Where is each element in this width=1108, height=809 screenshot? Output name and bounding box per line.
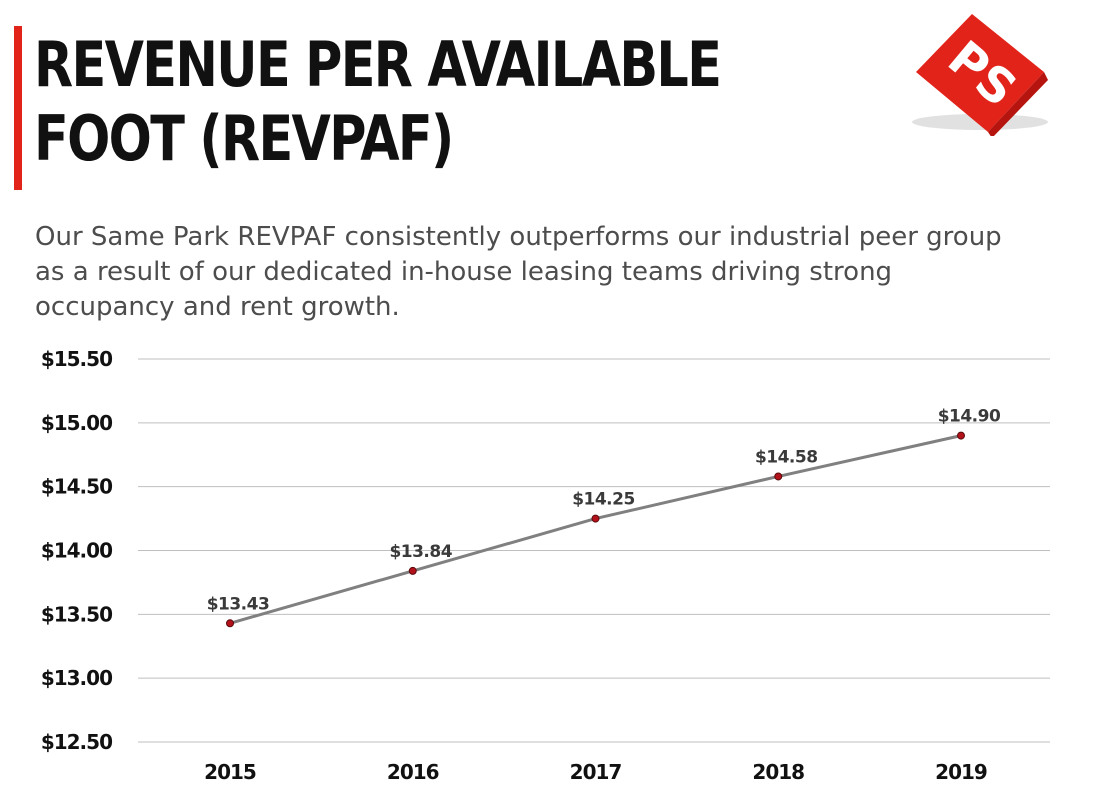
data-label: $13.84: [389, 542, 452, 562]
subtitle: Our Same Park REVPAF consistently outper…: [35, 222, 1002, 322]
data-markers: [226, 431, 965, 628]
data-point: [591, 514, 600, 523]
y-tick-label: $12.50: [41, 730, 112, 754]
x-tick-label: 2016: [387, 760, 439, 784]
y-axis-labels: $15.50 $15.00 $14.50 $14.00 $13.50 $13.00 $12.…: [41, 347, 113, 754]
title-line-1: REVENUE PER AVAILABLE: [34, 28, 722, 101]
x-tick-label: 2019: [935, 760, 987, 784]
title-line-2: FOOT (REVPAF): [34, 102, 454, 175]
data-label: $14.58: [755, 447, 818, 467]
revpaf-series-line: [229, 434, 962, 625]
y-tick-label: $13.00: [41, 666, 112, 690]
data-point: [774, 472, 783, 481]
x-axis-labels: 2015 2016 2017 2018 2019: [204, 760, 988, 784]
data-labels: $13.43 $13.84 $14.25 $14.58 $14.90: [207, 407, 1002, 615]
data-point: [957, 431, 965, 440]
y-tick-label: $13.50: [41, 602, 112, 626]
data-point: [226, 619, 234, 628]
y-tick-label: $15.00: [41, 411, 112, 435]
chart-grid: [138, 358, 1050, 743]
y-tick-label: $14.50: [41, 475, 112, 499]
data-point: [408, 566, 417, 575]
data-label: $14.25: [572, 490, 635, 510]
x-tick-label: 2018: [752, 760, 804, 784]
data-label: $14.90: [938, 407, 1001, 427]
y-tick-label: $15.50: [41, 347, 112, 371]
x-tick-label: 2015: [204, 760, 256, 784]
page-title: REVENUE PER AVAILABLE FOOT (REVPAF): [34, 28, 722, 176]
ps-logo-icon: PS: [912, 14, 1048, 136]
x-tick-label: 2017: [570, 760, 622, 784]
data-label: $13.43: [207, 594, 270, 614]
title-accent-bar: [14, 26, 22, 190]
y-tick-label: $14.00: [41, 539, 112, 563]
